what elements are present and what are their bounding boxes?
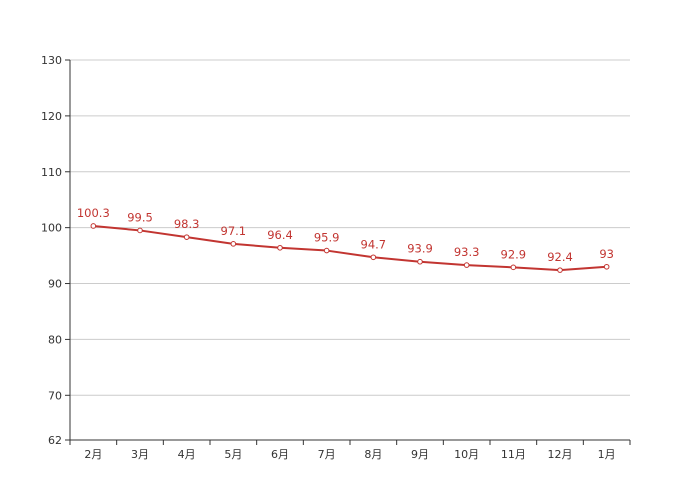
data-label: 92.9: [501, 247, 527, 261]
grid-layer: [70, 59, 630, 396]
x-tick-label: 6月: [271, 448, 289, 461]
data-label: 94.7: [361, 237, 387, 251]
data-point: [137, 227, 143, 234]
data-point: [230, 241, 237, 247]
y-tick-label: 100: [41, 222, 62, 235]
data-label: 96.4: [267, 228, 293, 242]
data-point: [183, 234, 190, 240]
series-line: [93, 224, 607, 272]
y-tick-label: 90: [48, 278, 62, 291]
series-layer: [90, 223, 610, 273]
x-tick-label: 7月: [318, 448, 336, 461]
label-layer: 100.3 99.5 98.3 97.1 96.4 95.9 94.7 93.9 93.3 92.…: [77, 206, 614, 264]
x-tick-label: 4月: [178, 448, 196, 461]
x-tick-label: 8月: [364, 448, 382, 461]
data-label: 93.9: [407, 242, 433, 256]
data-point: [557, 267, 563, 273]
y-tick-label: 130: [41, 54, 62, 67]
y-tick-label: 80: [48, 333, 62, 346]
data-label: 97.1: [221, 224, 247, 238]
data-point: [463, 262, 470, 268]
x-tick-label: 12月: [548, 448, 573, 461]
data-label: 93.3: [454, 245, 480, 259]
data-point: [417, 258, 423, 265]
data-point: [510, 264, 517, 271]
data-label: 93: [599, 247, 614, 261]
x-tick-label: 5月: [224, 448, 242, 461]
data-label: 100.3: [77, 206, 110, 220]
x-tick-label: 9月: [411, 448, 429, 461]
data-point: [277, 244, 283, 251]
x-tick-label: 10月: [454, 448, 479, 461]
x-tick-label: 11月: [501, 448, 526, 461]
y-tick-label: 110: [41, 166, 62, 179]
data-point: [323, 247, 330, 254]
y-tick-label: 70: [48, 389, 62, 402]
data-label: 99.5: [127, 210, 153, 224]
x-tick-label: 1月: [598, 448, 616, 461]
data-point: [90, 223, 97, 229]
y-tick-label: 62: [48, 434, 62, 447]
x-tick-label: 3月: [131, 448, 149, 461]
data-point: [370, 254, 377, 261]
data-label: 95.9: [314, 231, 340, 245]
y-tick-label: 120: [41, 110, 62, 123]
x-tick-label: 2月: [84, 448, 102, 461]
data-label: 92.4: [547, 250, 573, 264]
axis-layer: 62 70 80 90 100 110 120 130 2月 3月 4月 5月 6月 7月 8月 9月 10月 1…: [41, 54, 631, 461]
data-label: 98.3: [174, 217, 200, 231]
data-point: [603, 263, 610, 270]
